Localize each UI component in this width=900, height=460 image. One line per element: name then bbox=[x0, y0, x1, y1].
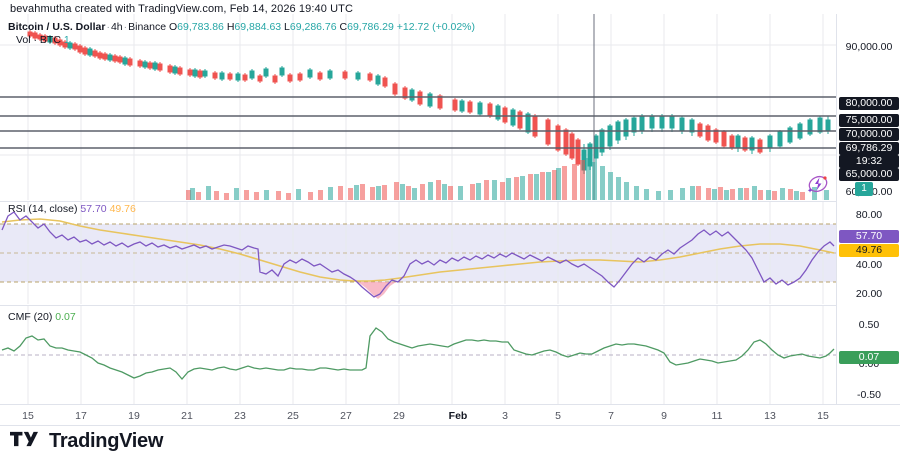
countdown-badge: 19:32 bbox=[839, 155, 899, 168]
ohlc-close-key: C bbox=[339, 21, 348, 33]
pane-divider-rsi-cmf[interactable] bbox=[0, 305, 900, 306]
ohlc-low-key: L bbox=[284, 21, 290, 33]
rsi-tick-20: 20.00 bbox=[855, 288, 883, 300]
cmf-title-label: CMF (20) bbox=[8, 311, 53, 323]
ohlc-high-key: H bbox=[226, 21, 235, 33]
time-label-4: 23 bbox=[234, 410, 246, 422]
price-chart-svg bbox=[0, 14, 836, 200]
rsi-ma-value-badge[interactable]: 49.76 bbox=[839, 244, 899, 257]
legend-separator-2: · bbox=[123, 21, 128, 33]
cmf-title-value: 0.07 bbox=[55, 311, 76, 323]
price-change-value: +12.72 (+0.02%) bbox=[396, 21, 475, 33]
candlestick-series bbox=[27, 30, 831, 174]
footer-branding[interactable]: TradingView bbox=[10, 430, 163, 453]
tradingview-wordmark: TradingView bbox=[49, 430, 164, 452]
rsi-title-value: 57.70 bbox=[80, 203, 107, 215]
cmf-pane[interactable] bbox=[0, 306, 836, 404]
symbol-legend[interactable]: Bitcoin / U.S. Dollar·4h·Binance O69,783… bbox=[8, 21, 475, 34]
interval-label[interactable]: 4h bbox=[110, 21, 123, 33]
time-label-6: 27 bbox=[340, 410, 352, 422]
tradingview-logo-icon bbox=[10, 430, 42, 453]
symbol-name[interactable]: Bitcoin / U.S. Dollar bbox=[8, 21, 106, 33]
time-label-5: 25 bbox=[287, 410, 299, 422]
price-grid-horizontal bbox=[0, 44, 836, 156]
cmf-tick-minus050: -0.50 bbox=[857, 389, 881, 401]
sparkle-icon[interactable] bbox=[806, 172, 830, 196]
cmf-line bbox=[1, 327, 835, 380]
volume-legend[interactable]: Vol · BTC 1 bbox=[16, 34, 70, 46]
volume-series bbox=[186, 158, 829, 200]
volume-legend-value: 1 bbox=[63, 34, 70, 46]
price-level-badge-65000[interactable]: 65,000.00 bbox=[839, 168, 899, 181]
price-level-badge-70000[interactable]: 70,000.00 bbox=[839, 128, 899, 141]
time-label-9: 3 bbox=[502, 410, 508, 422]
price-tick-90000: 90,000.00 bbox=[845, 41, 893, 53]
time-label-3: 21 bbox=[181, 410, 193, 422]
ohlc-close-value: 69,786.29 bbox=[347, 21, 394, 33]
exchange-label[interactable]: Binance bbox=[128, 21, 167, 33]
rsi-indicator-title[interactable]: RSI (14, close) 57.70 49.76 bbox=[8, 203, 136, 215]
price-level-badge-75000[interactable]: 75,000.00 bbox=[839, 114, 899, 127]
time-label-14: 13 bbox=[764, 410, 776, 422]
rsi-pane[interactable] bbox=[0, 202, 836, 304]
rsi-value-badge[interactable]: 57.70 bbox=[839, 230, 899, 243]
rsi-title-ma-value: 49.76 bbox=[109, 203, 136, 215]
price-level-badge-80000[interactable]: 80,000.00 bbox=[839, 97, 899, 110]
ohlc-low-value: 69,286.76 bbox=[289, 21, 337, 33]
cmf-tick-050: 0.50 bbox=[858, 319, 880, 331]
attribution-text: bevahmutha created with TradingView.com,… bbox=[10, 3, 354, 15]
time-label-13: 11 bbox=[711, 410, 723, 422]
rsi-oversold-fill bbox=[358, 282, 396, 299]
time-label-month: Feb bbox=[448, 410, 468, 422]
pane-divider-price-rsi[interactable] bbox=[0, 201, 900, 202]
time-scale[interactable]: 15 17 19 21 23 25 27 29 Feb 3 5 7 9 11 1… bbox=[0, 404, 900, 426]
time-label-7: 29 bbox=[393, 410, 405, 422]
time-label-0: 15 bbox=[22, 410, 34, 422]
price-pane[interactable] bbox=[0, 14, 836, 200]
rsi-tick-80: 80.00 bbox=[855, 209, 883, 221]
legend-separator-1: · bbox=[106, 21, 110, 33]
cmf-value-badge[interactable]: 0.07 bbox=[839, 351, 899, 364]
ohlc-open-value: 69,783.86 bbox=[177, 21, 224, 33]
time-label-12: 9 bbox=[661, 410, 667, 422]
time-label-10: 5 bbox=[555, 410, 561, 422]
rsi-title-label: RSI (14, close) bbox=[8, 203, 78, 215]
rsi-tick-40: 40.00 bbox=[855, 259, 883, 271]
last-price-badge[interactable]: 69,786.29 bbox=[839, 142, 899, 155]
cmf-chart-svg bbox=[0, 306, 836, 404]
ohlc-open-key: O bbox=[169, 21, 178, 33]
time-label-1: 17 bbox=[75, 410, 87, 422]
volume-legend-label: Vol · BTC bbox=[16, 34, 61, 46]
volume-value-badge[interactable]: 1 bbox=[855, 182, 873, 196]
ohlc-high-value: 69,884.63 bbox=[234, 21, 282, 33]
rsi-line bbox=[1, 211, 835, 298]
time-label-2: 19 bbox=[128, 410, 140, 422]
price-grid-vertical bbox=[27, 14, 824, 200]
price-scale[interactable]: 90,000.00 80,000.00 75,000.00 70,000.00 … bbox=[836, 14, 900, 404]
price-level-lines bbox=[0, 96, 836, 149]
rsi-chart-svg bbox=[0, 202, 836, 304]
cmf-indicator-title[interactable]: CMF (20) 0.07 bbox=[8, 311, 76, 323]
time-label-15: 15 bbox=[817, 410, 829, 422]
time-label-11: 7 bbox=[608, 410, 614, 422]
rsi-ma-line bbox=[1, 218, 835, 282]
